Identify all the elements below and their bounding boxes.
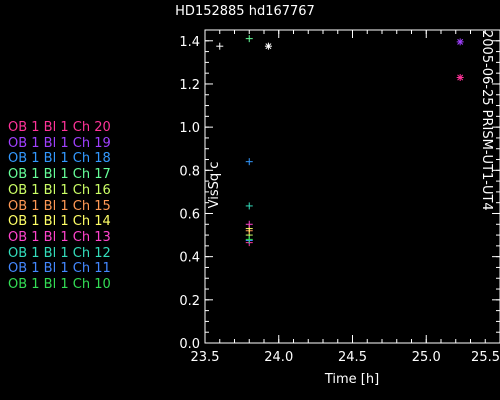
plus-marker <box>245 220 253 228</box>
plot-area-frame <box>204 29 500 344</box>
y-tick-label: 0.2 <box>179 294 200 309</box>
legend-entry-ch17: OB 1 Bl 1 Ch 17 <box>8 167 111 183</box>
x-tick-label: 25.0 <box>412 350 441 365</box>
x-tick-label: 24.0 <box>264 350 293 365</box>
chart-title: HD152885 hd167767 <box>175 4 315 19</box>
legend-entry-ch12: OB 1 Bl 1 Ch 12 <box>8 245 111 261</box>
legend-entry-ch10: OB 1 Bl 1 Ch 10 <box>8 277 111 293</box>
y-tick-label: 1.4 <box>179 35 200 50</box>
plus-marker <box>245 235 253 243</box>
y-tick-label: 1.0 <box>179 121 200 136</box>
legend-entry-ch15: OB 1 Bl 1 Ch 15 <box>8 198 111 214</box>
y-tick-label: 0.8 <box>179 164 200 179</box>
y-tick-label: 0.6 <box>179 207 200 222</box>
asterisk-marker <box>456 73 464 81</box>
legend-entry-ch19: OB 1 Bl 1 Ch 19 <box>8 135 111 151</box>
plus-marker <box>245 158 253 166</box>
plus-marker <box>216 42 224 50</box>
observation-side-label: 2005-06-25 PRISM-UT1-UT4 <box>479 30 494 211</box>
legend: OB 1 Bl 1 Ch 20 OB 1 Bl 1 Ch 19 OB 1 Bl … <box>8 120 111 293</box>
data-markers <box>216 35 464 247</box>
legend-entry-ch20: OB 1 Bl 1 Ch 20 <box>8 120 111 135</box>
y-tick-label: 1.2 <box>179 78 200 93</box>
y-tick-label: 0.4 <box>179 251 200 266</box>
x-tick-label: 24.5 <box>338 350 367 365</box>
legend-entry-ch18: OB 1 Bl 1 Ch 18 <box>8 151 111 167</box>
x-tick-label: 25.5 <box>471 350 500 365</box>
legend-entry-ch11: OB 1 Bl 1 Ch 11 <box>8 261 111 277</box>
legend-entry-ch14: OB 1 Bl 1 Ch 14 <box>8 214 111 230</box>
x-tick-label: 23.5 <box>191 350 220 365</box>
plus-marker <box>245 202 253 210</box>
axis-ticks: 23.5 24.0 24.5 25.0 25.5 0.0 0.2 0.4 0.6 0.8 1.0 1.… <box>179 29 500 365</box>
legend-entry-ch13: OB 1 Bl 1 Ch 13 <box>8 229 111 245</box>
legend-entry-ch16: OB 1 Bl 1 Ch 16 <box>8 182 111 198</box>
y-tick-label: 0.0 <box>179 337 200 352</box>
y-axis-label: VisSq c <box>207 162 222 209</box>
x-axis-label: Time [h] <box>324 372 379 387</box>
plus-marker <box>245 35 253 43</box>
asterisk-marker <box>264 42 272 50</box>
asterisk-marker <box>456 38 464 46</box>
